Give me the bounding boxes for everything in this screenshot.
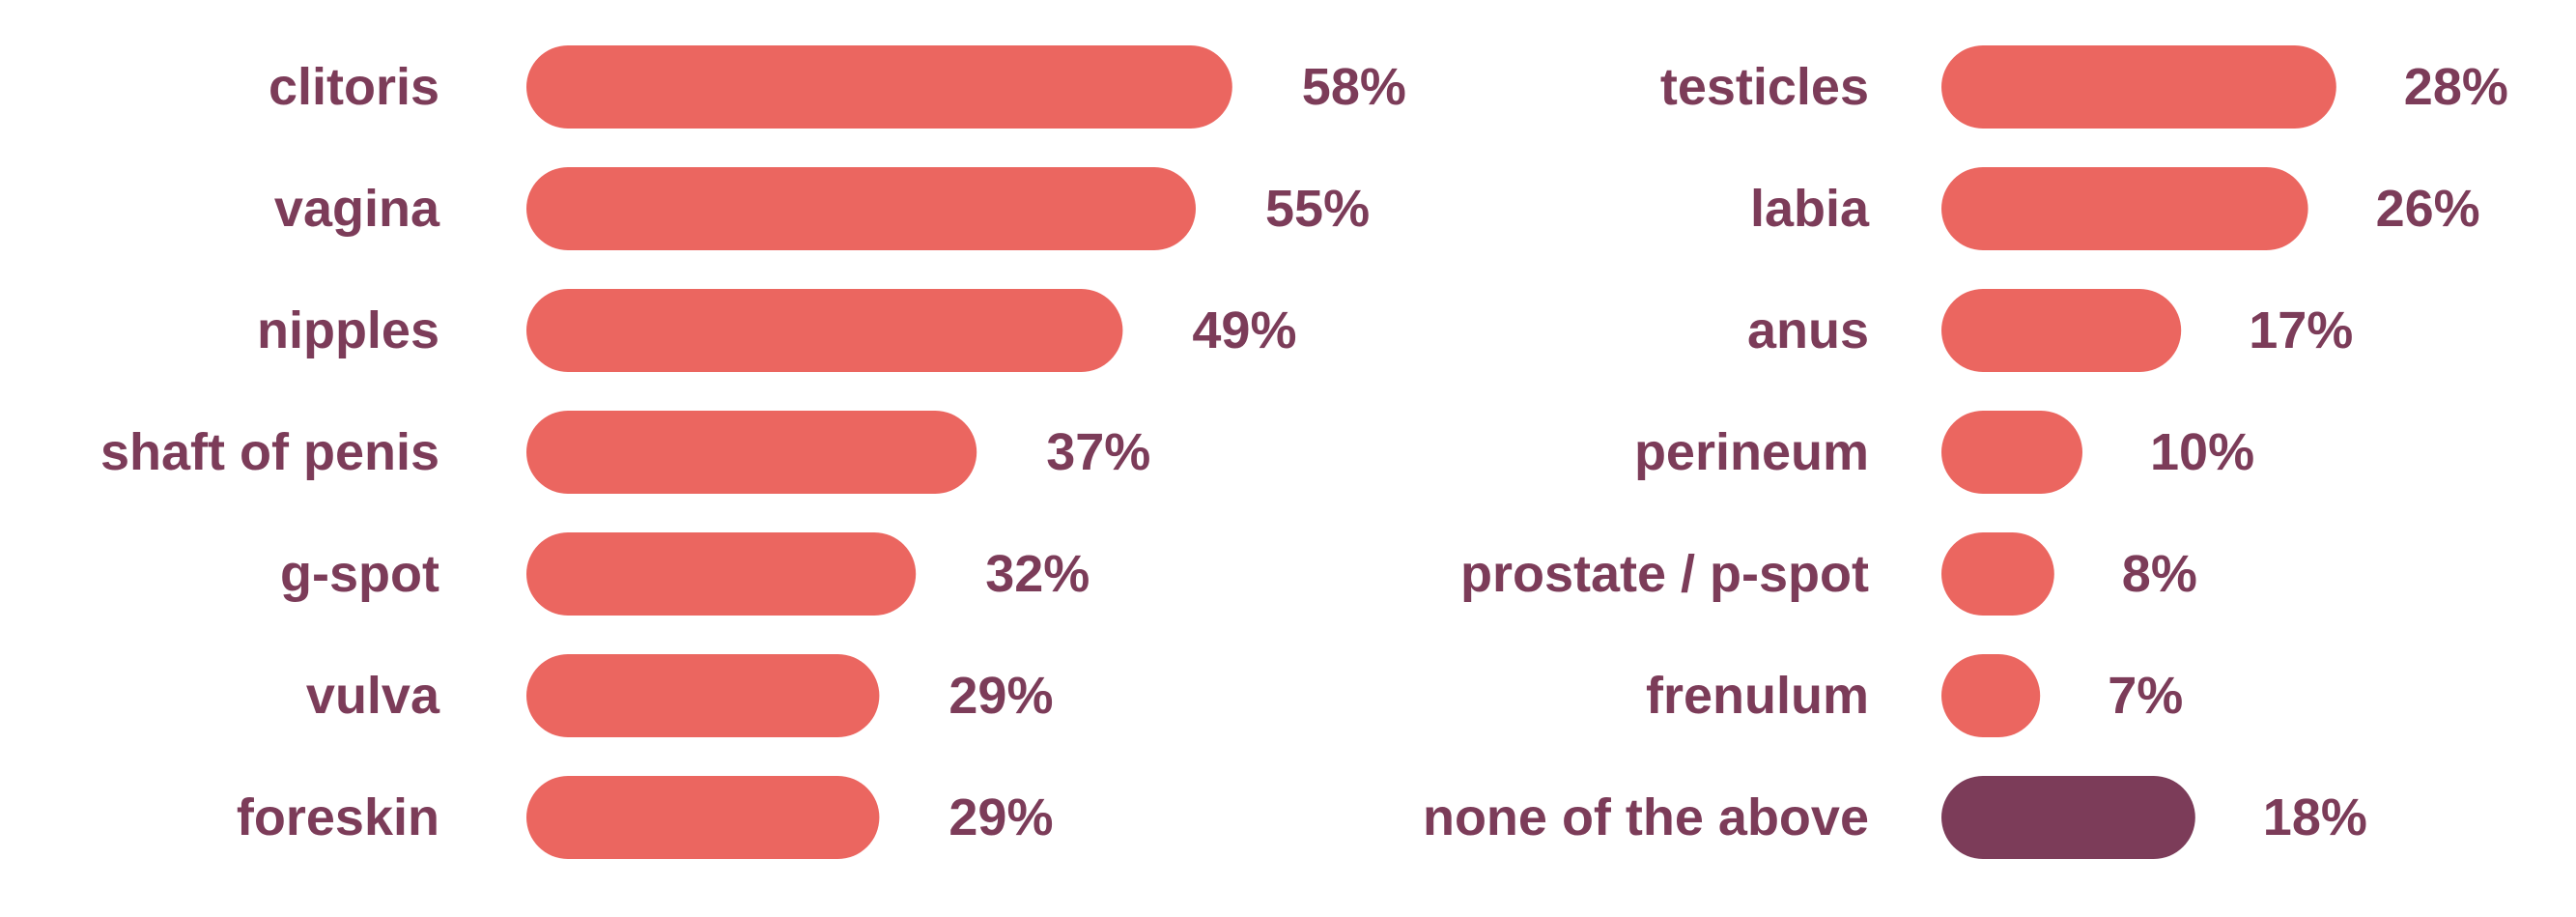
bar-vagina	[526, 167, 1196, 250]
category-label-labia: labia	[1750, 180, 1870, 238]
category-label-vagina: vagina	[274, 180, 440, 238]
category-label-none-of-the-above: none of the above	[1423, 788, 1869, 846]
bar-frenulum	[1941, 654, 2041, 737]
category-label-prostate-p-spot: prostate / p-spot	[1460, 545, 1869, 603]
value-label-clitoris: 58%	[1302, 58, 1406, 116]
bar-none-of-the-above	[1941, 776, 2195, 859]
value-label-shaft-of-penis: 37%	[1046, 423, 1150, 481]
bar-g-spot	[526, 532, 917, 616]
bar-foreskin	[526, 776, 880, 859]
category-label-nipples: nipples	[257, 301, 439, 359]
value-label-none-of-the-above: 18%	[2263, 788, 2367, 846]
category-label-shaft-of-penis: shaft of penis	[100, 423, 439, 481]
value-label-foreskin: 29%	[948, 788, 1053, 846]
value-label-frenulum: 7%	[2108, 667, 2183, 725]
category-label-perineum: perineum	[1634, 423, 1869, 481]
bar-labia	[1941, 167, 2308, 250]
value-label-g-spot: 32%	[985, 545, 1090, 603]
category-label-g-spot: g-spot	[280, 545, 439, 603]
category-label-frenulum: frenulum	[1646, 667, 1869, 725]
value-label-nipples: 49%	[1192, 301, 1296, 359]
value-label-vulva: 29%	[948, 667, 1053, 725]
category-label-foreskin: foreskin	[237, 788, 439, 846]
bar-shaft-of-penis	[526, 411, 977, 494]
value-label-testicles: 28%	[2404, 58, 2508, 116]
category-label-anus: anus	[1747, 301, 1869, 359]
category-label-testicles: testicles	[1660, 58, 1869, 116]
bar-anus	[1941, 289, 2182, 372]
bar-testicles	[1941, 45, 2336, 129]
bar-perineum	[1941, 411, 2082, 494]
bar-vulva	[526, 654, 880, 737]
category-label-vulva: vulva	[306, 667, 440, 725]
value-label-vagina: 55%	[1265, 180, 1370, 238]
value-label-prostate-p-spot: 8%	[2122, 545, 2197, 603]
value-label-perineum: 10%	[2150, 423, 2254, 481]
bar-panel-1: clitoris 58% vagina 55% nipples 49% shaft of p…	[100, 45, 1406, 859]
bar-nipples	[526, 289, 1123, 372]
bar-prostate-p-spot	[1941, 532, 2054, 616]
category-label-clitoris: clitoris	[269, 58, 439, 116]
bar-clitoris	[526, 45, 1232, 129]
value-label-anus: 17%	[2249, 301, 2353, 359]
value-label-labia: 26%	[2376, 180, 2480, 238]
bar-panel-2: testicles 28% labia 26% anus 17% perineum 10% pr…	[1423, 45, 2508, 859]
